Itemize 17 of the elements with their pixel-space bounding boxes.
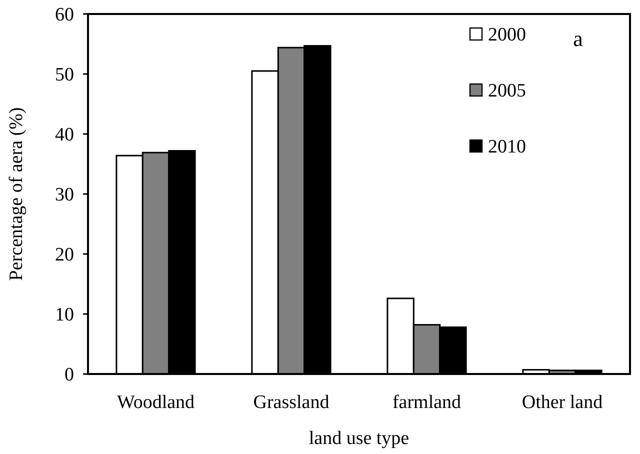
y-tick-label: 20 xyxy=(55,244,74,266)
y-tick-label: 10 xyxy=(55,304,74,326)
x-tick-label: Other land xyxy=(522,392,604,413)
y-tick-label: 30 xyxy=(55,184,74,206)
annotation: a xyxy=(573,26,584,51)
y-tick-label: 0 xyxy=(64,364,74,386)
x-tick-label: Grassland xyxy=(253,392,330,413)
x-tick-label: Woodland xyxy=(116,392,196,413)
legend-label: 2000 xyxy=(488,24,526,46)
x-axis-title: land use type xyxy=(308,428,410,449)
x-tick-label: farmland xyxy=(392,392,462,413)
legend-label: 2010 xyxy=(488,136,526,158)
legend-label: 2005 xyxy=(488,80,526,102)
y-tick-label: 60 xyxy=(55,4,74,26)
y-axis-title: Percentage of aera (%) xyxy=(6,107,27,281)
y-tick-label: 40 xyxy=(55,124,74,146)
y-tick-label: 50 xyxy=(55,64,74,86)
